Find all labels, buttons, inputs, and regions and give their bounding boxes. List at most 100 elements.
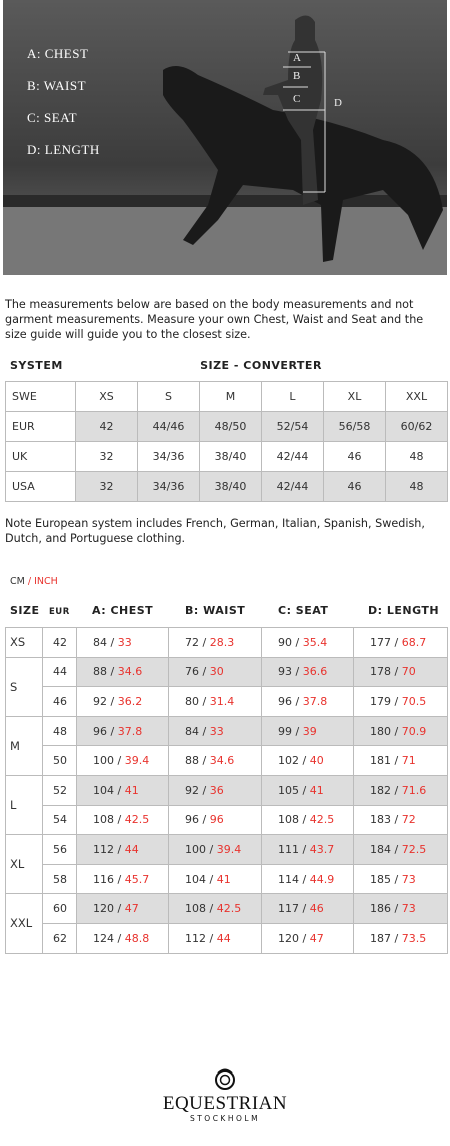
separator: / [117, 931, 122, 945]
logo-sub: STOCKHOLM [189, 1114, 261, 1123]
measure-cell: 181 / 71 [353, 745, 448, 776]
separator: / [202, 665, 207, 679]
inch-value: 34.6 [117, 665, 143, 679]
measure-cell: 120 / 47 [261, 923, 354, 954]
separator: / [117, 813, 122, 827]
photo [3, 0, 447, 275]
converter-cell: 42/44 [261, 471, 324, 502]
separator: / [110, 724, 115, 738]
converter-cell: 32 [75, 441, 138, 472]
eur-cell: 62 [42, 923, 77, 954]
measure-cell: 96 / 96 [168, 804, 262, 836]
separator: / [117, 754, 122, 768]
converter-cell: 48/50 [199, 411, 262, 442]
eur-cell: 46 [42, 686, 77, 717]
measure-cell: 111 / 43.7 [261, 834, 354, 865]
inch-value: 73.5 [401, 931, 427, 945]
measure-cell: 120 / 47 [76, 893, 169, 924]
measure-cell: 112 / 44 [168, 923, 262, 954]
size-header: EUR [49, 607, 70, 617]
separator: / [302, 813, 307, 827]
inch-value: 36.6 [302, 665, 328, 679]
cm-value: 112 [93, 842, 114, 856]
converter-cell: 44/46 [137, 411, 200, 442]
separator: / [117, 842, 122, 856]
separator: / [202, 813, 207, 827]
inch-value: 72.5 [401, 842, 427, 856]
cm-value: 116 [93, 872, 114, 886]
inch-value: 45.7 [124, 872, 150, 886]
separator: / [209, 931, 214, 945]
separator: / [394, 635, 399, 649]
measure-cell: 99 / 39 [261, 715, 354, 747]
inch-value: 42.5 [216, 902, 242, 916]
measure-cell: 100 / 39.4 [76, 745, 169, 776]
cm-value: 114 [278, 872, 299, 886]
inch-value: 72 [401, 813, 416, 827]
converter-cell: 52/54 [261, 411, 324, 442]
inch-value: 68.7 [401, 635, 427, 649]
cm-value: 99 [278, 724, 292, 738]
eur-cell: 60 [42, 893, 77, 924]
measure-cell: 183 / 72 [353, 804, 448, 836]
converter-cell: USA [5, 471, 76, 502]
measure-cell: 93 / 36.6 [261, 656, 354, 688]
separator: / [302, 783, 307, 797]
converter-cell: 38/40 [199, 441, 262, 472]
converter-cell: XL [323, 381, 386, 412]
measure-cell: 105 / 41 [261, 775, 354, 806]
eur-cell: 48 [42, 715, 77, 747]
cm-value: 180 [370, 724, 391, 738]
cm-value: 80 [185, 694, 199, 708]
cm-value: 88 [185, 754, 199, 768]
measure-cell: 180 / 70.9 [353, 715, 448, 747]
photo-label: C: SEAT [27, 110, 78, 125]
measure-cell: 187 / 73.5 [353, 923, 448, 954]
separator: / [394, 694, 399, 708]
cm-value: 181 [370, 754, 391, 768]
converter-cell: 46 [323, 471, 386, 502]
cm-value: 72 [185, 635, 199, 649]
inch-value: 44 [124, 842, 139, 856]
measure-cell: 90 / 35.4 [261, 627, 354, 658]
converter-cell: 42/44 [261, 441, 324, 472]
inch-value: 36.2 [117, 694, 143, 708]
cm-value: 100 [93, 754, 114, 768]
measure-cell: 184 / 72.5 [353, 834, 448, 865]
size-cell: XL [5, 834, 43, 895]
separator: / [295, 694, 300, 708]
separator: / [117, 872, 122, 886]
separator: / [394, 872, 399, 886]
size-header: B: WAIST [185, 604, 246, 617]
eur-cell: 54 [42, 804, 77, 836]
separator: / [209, 872, 214, 886]
intro-text: The measurements below are based on the … [5, 298, 424, 341]
inch-value: 42.5 [124, 813, 150, 827]
inch-value: 44 [216, 931, 231, 945]
cm-value: 76 [185, 665, 199, 679]
cm-value: 104 [93, 783, 114, 797]
size-cell: S [5, 656, 43, 717]
measure-cell: 124 / 48.8 [76, 923, 169, 954]
cm-value: 84 [185, 724, 199, 738]
converter-cell: 38/40 [199, 471, 262, 502]
cm-value: 102 [278, 754, 299, 768]
inch-value: 41 [309, 783, 324, 797]
separator: / [117, 783, 122, 797]
converter-cell: XXL [385, 381, 448, 412]
separator: / [202, 724, 207, 738]
measure-cell: 102 / 40 [261, 745, 354, 776]
measure-cell: 84 / 33 [168, 715, 262, 747]
converter-cell: EUR [5, 411, 76, 442]
converter-cell: S [137, 381, 200, 412]
converter-cell: UK [5, 441, 76, 472]
cm-value: 178 [370, 665, 391, 679]
converter-cell: 56/58 [323, 411, 386, 442]
measure-cell: 108 / 42.5 [76, 804, 169, 836]
cm-value: 111 [278, 842, 299, 856]
inch-value: 47 [309, 931, 324, 945]
converter-cell: M [199, 381, 262, 412]
cm-value: 120 [93, 902, 114, 916]
separator: / [302, 842, 307, 856]
size-cell: L [5, 775, 43, 836]
